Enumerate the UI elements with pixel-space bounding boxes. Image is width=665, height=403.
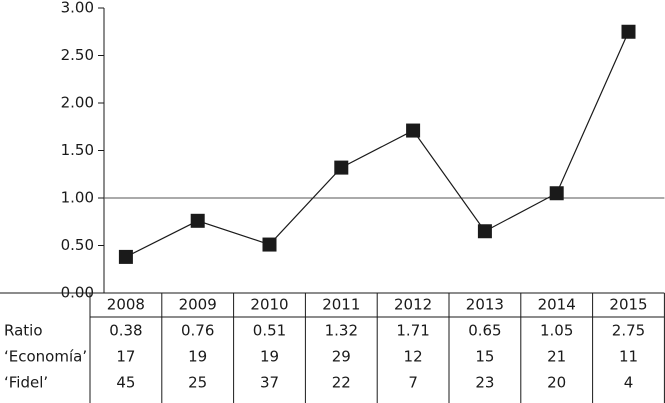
- table-cell: 29: [332, 348, 351, 366]
- x-tick-label: 2011: [322, 296, 360, 314]
- table-cell: 19: [188, 348, 207, 366]
- table-cell: 0.38: [109, 322, 142, 340]
- x-tick-label: 2008: [107, 296, 145, 314]
- table-cell: 15: [475, 348, 494, 366]
- table-cell: 19: [260, 348, 279, 366]
- table-cell: 4: [624, 374, 634, 392]
- table-cell: 1.71: [396, 322, 429, 340]
- y-tick-label: 1.00: [61, 189, 94, 207]
- table-cell: 22: [332, 374, 351, 392]
- table-cell: 11: [619, 348, 638, 366]
- x-tick-label: 2012: [394, 296, 432, 314]
- y-tick-label: 2.00: [61, 94, 94, 112]
- x-tick-label: 2010: [250, 296, 288, 314]
- marker: [334, 160, 349, 175]
- x-tick-label: 2009: [179, 296, 217, 314]
- table-cell: 1.05: [540, 322, 573, 340]
- table-cell: 20: [547, 374, 566, 392]
- row-label: ‘Economía’: [4, 348, 87, 366]
- y-tick-label: 2.50: [61, 46, 94, 64]
- x-tick-label: 2015: [609, 296, 647, 314]
- marker: [621, 24, 636, 39]
- marker: [190, 213, 205, 228]
- table-cell: 23: [475, 374, 494, 392]
- marker: [477, 224, 492, 239]
- marker: [549, 186, 564, 201]
- row-label: Ratio: [4, 322, 43, 340]
- table-cell: 21: [547, 348, 566, 366]
- table-cell: 1.32: [325, 322, 358, 340]
- y-tick-label: 1.50: [61, 141, 94, 159]
- table-cell: 12: [404, 348, 423, 366]
- table-cell: 0.65: [468, 322, 501, 340]
- line: [125, 31, 630, 258]
- marker: [406, 123, 421, 138]
- table-cell: 0.76: [181, 322, 214, 340]
- table-cell: 2.75: [612, 322, 645, 340]
- table-cell: 45: [116, 374, 135, 392]
- table-cell: 0.51: [253, 322, 286, 340]
- table-cell: 37: [260, 374, 279, 392]
- row-label: ‘Fidel’: [4, 374, 48, 392]
- marker: [262, 237, 277, 252]
- x-tick-label: 2014: [538, 296, 576, 314]
- table-cell: 25: [188, 374, 207, 392]
- table-cell: 17: [116, 348, 135, 366]
- marker: [118, 249, 133, 264]
- table-cell: 7: [408, 374, 418, 392]
- x-tick-label: 2013: [466, 296, 504, 314]
- y-tick-label: 0.50: [61, 236, 94, 254]
- y-tick-label: 3.00: [61, 0, 94, 17]
